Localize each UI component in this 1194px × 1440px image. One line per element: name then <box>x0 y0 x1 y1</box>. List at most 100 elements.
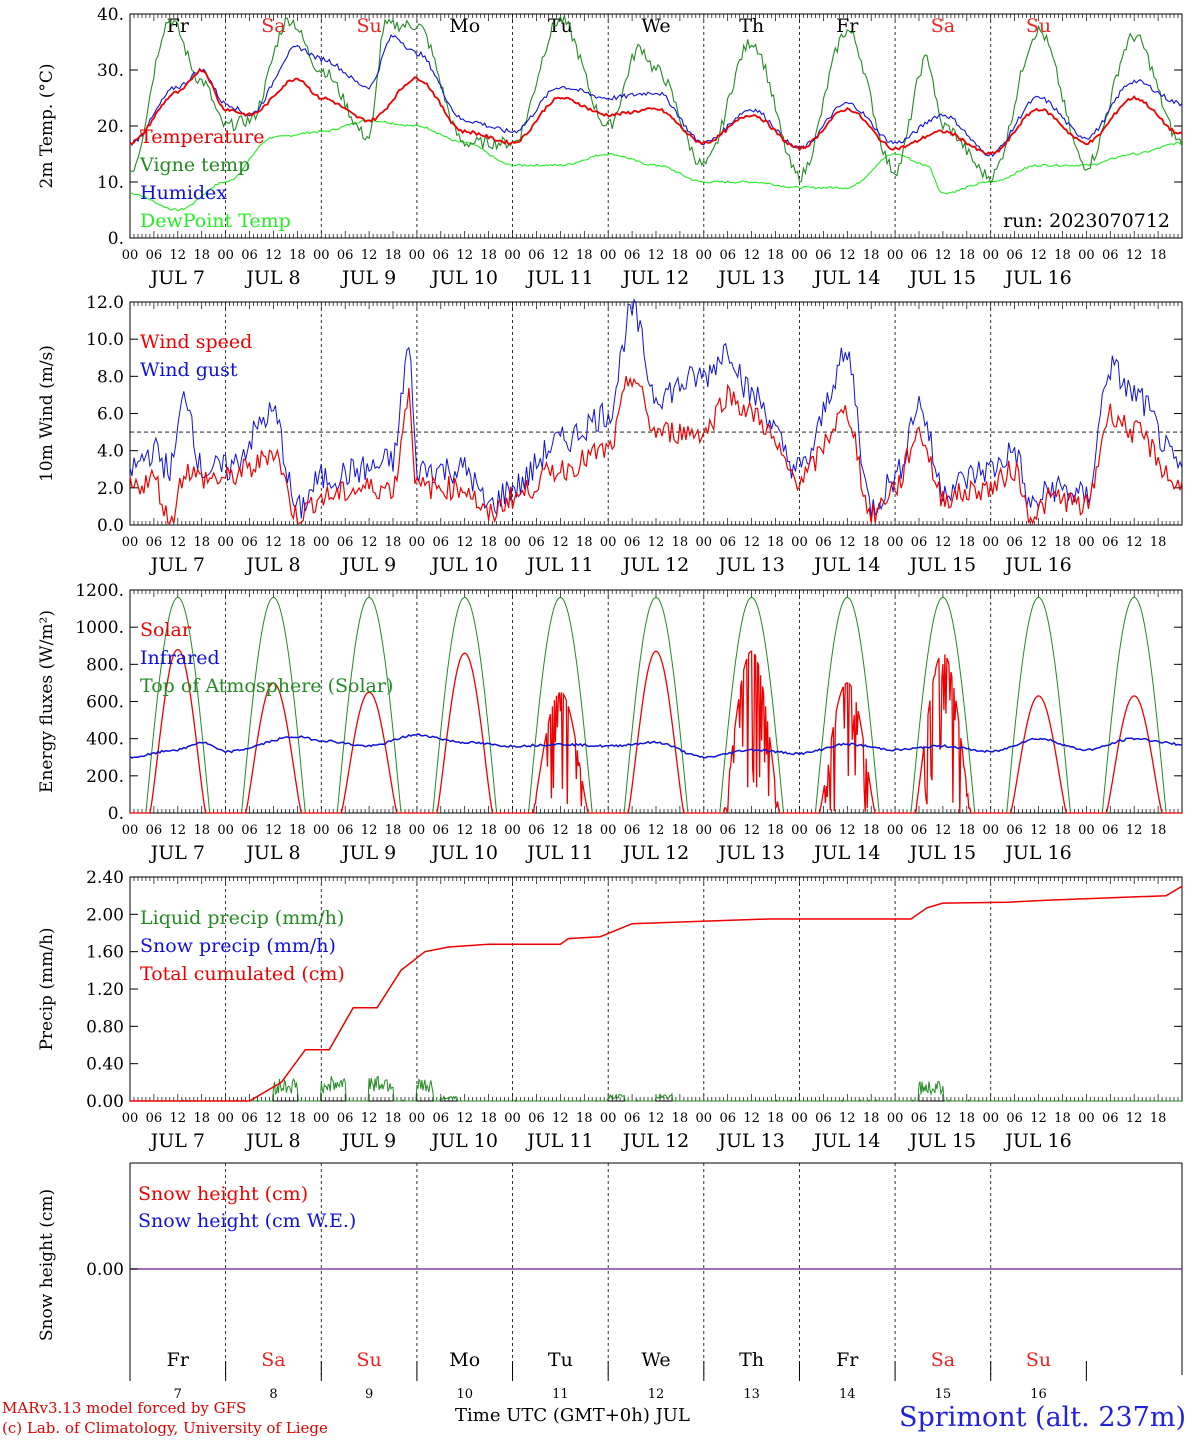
hour-tick-label: 18 <box>959 248 976 263</box>
hour-tick-label: 06 <box>1102 248 1119 263</box>
hour-tick-label: 12 <box>1030 535 1047 550</box>
y-tick-label: 10. <box>97 173 124 193</box>
hour-tick-label: 18 <box>576 248 593 263</box>
hour-tick-label: 18 <box>289 823 306 838</box>
day-date-label: JUL 8 <box>244 842 300 864</box>
hour-tick-label: 06 <box>528 248 545 263</box>
time-ticks <box>129 590 1183 813</box>
y-tick-label: 1.20 <box>86 980 124 1000</box>
day-date-label: JUL 9 <box>340 1130 396 1152</box>
hour-tick-label: 12 <box>1126 535 1143 550</box>
hour-tick-label: 12 <box>456 248 473 263</box>
day-date-label: JUL 7 <box>149 554 205 576</box>
hour-tick-label: 06 <box>624 248 641 263</box>
hour-tick-label: 12 <box>743 1111 760 1126</box>
hour-tick-label: 00 <box>409 823 426 838</box>
legend-entry: Liquid precip (mm/h) <box>140 907 344 929</box>
time-axis-title: Time UTC (GMT+0h) JUL <box>455 1405 690 1426</box>
series-line-wind-speed <box>129 375 1183 525</box>
hour-tick-label: 18 <box>480 1111 497 1126</box>
hour-tick-label: 12 <box>552 248 569 263</box>
hour-tick-label: 00 <box>887 1111 904 1126</box>
hour-tick-label: 06 <box>911 1111 928 1126</box>
day-date-label: JUL 16 <box>1003 554 1071 576</box>
hour-tick-label: 00 <box>409 248 426 263</box>
hour-tick-label: 12 <box>361 248 378 263</box>
day-number-label: 9 <box>365 1387 373 1402</box>
hour-tick-label: 18 <box>576 1111 593 1126</box>
hour-tick-label: 06 <box>241 248 258 263</box>
day-date-label: JUL 8 <box>244 1130 300 1152</box>
day-date-label: JUL 14 <box>812 842 880 864</box>
hour-tick-label: 06 <box>528 535 545 550</box>
legend-entry: DewPoint Temp <box>140 210 291 232</box>
hour-tick-label: 06 <box>1102 535 1119 550</box>
time-ticks <box>129 14 1183 238</box>
y-tick-label: 2.00 <box>86 905 124 925</box>
day-date-label: JUL 14 <box>812 1130 880 1152</box>
hour-tick-label: 18 <box>289 535 306 550</box>
day-date-label: JUL 11 <box>525 842 593 864</box>
series-line-total-cumulated <box>130 885 1183 1102</box>
hour-tick-label: 06 <box>433 1111 450 1126</box>
hour-tick-label: 12 <box>456 535 473 550</box>
y-tick-label: 0.40 <box>86 1055 124 1075</box>
y-tick-label: 6.0 <box>97 405 124 425</box>
hour-tick-label: 18 <box>863 823 880 838</box>
hour-tick-label: 18 <box>576 535 593 550</box>
hour-tick-label: 18 <box>193 823 210 838</box>
hour-tick-label: 00 <box>217 248 234 263</box>
hour-tick-label: 12 <box>265 1111 282 1126</box>
hour-tick-label: 18 <box>480 248 497 263</box>
legend-entry: Solar <box>140 619 192 641</box>
day-name-label: We <box>641 15 670 37</box>
hour-tick-label: 18 <box>193 1111 210 1126</box>
hour-tick-label: 06 <box>337 248 354 263</box>
hour-tick-label: 00 <box>982 823 999 838</box>
hour-tick-label: 18 <box>863 1111 880 1126</box>
hour-tick-label: 12 <box>361 1111 378 1126</box>
hour-tick-label: 06 <box>911 535 928 550</box>
hour-tick-label: 12 <box>935 248 952 263</box>
hour-tick-label: 06 <box>624 1111 641 1126</box>
hour-tick-label: 12 <box>265 248 282 263</box>
hour-tick-label: 12 <box>648 1111 665 1126</box>
hour-tick-label: 06 <box>624 823 641 838</box>
hour-tick-label: 06 <box>1006 248 1023 263</box>
hour-tick-label: 18 <box>576 823 593 838</box>
day-date-label: JUL 11 <box>525 554 593 576</box>
hour-tick-label: 12 <box>1030 1111 1047 1126</box>
hour-tick-label: 18 <box>480 535 497 550</box>
y-tick-label: 40. <box>97 5 124 25</box>
hour-tick-label: 00 <box>122 1111 139 1126</box>
hour-tick-label: 00 <box>791 1111 808 1126</box>
legend-entry: Snow precip (mm/h) <box>140 935 336 957</box>
hour-tick-label: 06 <box>1102 1111 1119 1126</box>
hour-tick-label: 12 <box>552 535 569 550</box>
legend-entry: Vigne temp <box>139 154 250 176</box>
day-date-label: JUL 14 <box>812 267 880 289</box>
hour-tick-label: 06 <box>719 248 736 263</box>
y-tick-label: 1.60 <box>86 943 124 963</box>
hour-tick-label: 06 <box>1006 1111 1023 1126</box>
hour-tick-label: 06 <box>241 823 258 838</box>
y-tick-label: 1200. <box>75 581 124 601</box>
hour-tick-label: 12 <box>1126 248 1143 263</box>
hour-tick-label: 00 <box>409 535 426 550</box>
y-tick-label: 20. <box>97 117 124 137</box>
day-date-label: JUL 12 <box>621 842 689 864</box>
plot-frame <box>129 13 1183 239</box>
hour-tick-label: 06 <box>528 1111 545 1126</box>
y-tick-label: 0.00 <box>86 1260 124 1280</box>
hour-tick-label: 18 <box>385 1111 402 1126</box>
y-tick-label: 0.00 <box>86 1092 124 1112</box>
legend-entry: Humidex <box>140 182 227 204</box>
hour-tick-label: 00 <box>600 1111 617 1126</box>
series-line-temperature <box>130 67 1183 156</box>
hour-tick-label: 06 <box>337 1111 354 1126</box>
run-label: run: 2023070712 <box>1003 210 1170 232</box>
day-date-label: JUL 15 <box>908 1130 976 1152</box>
legend-entry: Wind gust <box>140 359 238 381</box>
hour-tick-label: 06 <box>433 823 450 838</box>
hour-tick-label: 00 <box>504 823 521 838</box>
